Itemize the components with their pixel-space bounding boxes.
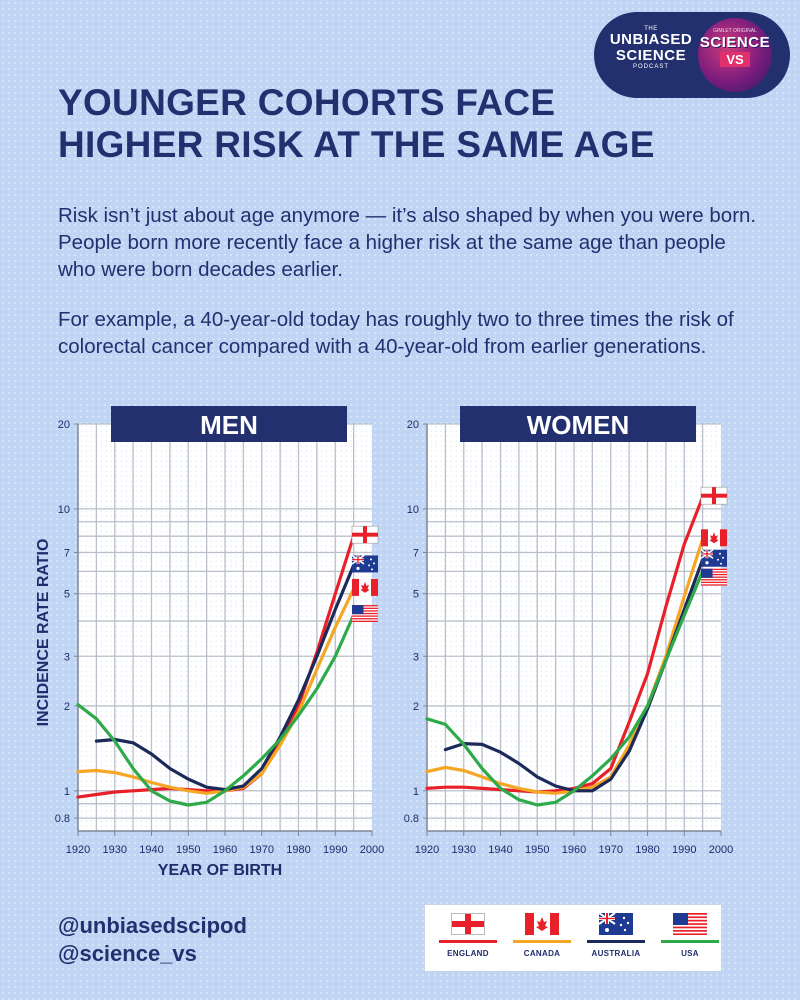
y-tick-label: 10 xyxy=(58,504,70,516)
x-tick-label: 1970 xyxy=(599,844,623,856)
y-tick-label: 20 xyxy=(407,419,419,431)
y-axis-label: INCIDENCE RATE RATIO xyxy=(35,539,52,727)
y-tick-label: 3 xyxy=(413,651,419,663)
chart-title: WOMEN xyxy=(527,410,630,440)
australia-flag-icon xyxy=(700,549,727,567)
x-tick-label: 2000 xyxy=(360,844,384,856)
x-tick-label: 1960 xyxy=(562,844,586,856)
series-line-usa xyxy=(425,569,705,807)
legend-item-australia: AUSTRALIA xyxy=(579,913,653,958)
headline: YOUNGER COHORTS FACE HIGHER RISK AT THE … xyxy=(58,82,655,166)
legend-label-canada: CANADA xyxy=(523,949,561,958)
legend-line-usa xyxy=(661,940,719,943)
x-tick-label: 1960 xyxy=(213,844,237,856)
logo-podcast-text: PODCAST xyxy=(632,64,669,70)
canada-flag-icon xyxy=(525,913,559,935)
headline-line-1: YOUNGER COHORTS FACE xyxy=(58,82,556,123)
series-line-usa xyxy=(76,613,356,807)
chart-title-banner xyxy=(111,406,347,442)
intro-paragraph: Risk isn’t just about age anymore — it’s… xyxy=(58,204,757,281)
x-tick-label: 1920 xyxy=(66,844,90,856)
y-tick-label: 2 xyxy=(64,701,70,713)
legend-label-england: ENGLAND xyxy=(447,949,489,958)
y-tick-label: 3 xyxy=(64,651,70,663)
logo-the-text: THE xyxy=(644,26,658,32)
x-tick-label: 1970 xyxy=(250,844,274,856)
x-tick-label: 1920 xyxy=(415,844,439,856)
legend-line-canada xyxy=(513,940,571,943)
y-tick-label: 1 xyxy=(64,786,70,798)
x-tick-label: 1930 xyxy=(452,844,476,856)
sciencevs-vs-text: VS xyxy=(720,52,750,67)
x-axis-label: YEAR OF BIRTH xyxy=(158,862,282,879)
unbiased-science-logo: THE UNBIASED SCIENCE PODCAST xyxy=(608,26,694,70)
sciencevs-original-text: GIMLET ORIGINAL xyxy=(713,28,757,34)
x-tick-label: 1940 xyxy=(139,844,163,856)
science-vs-logo: GIMLET ORIGINAL SCIENCE VS xyxy=(698,18,772,92)
chart-panel-women: 0.8 1 2 3 5 7 10 20 1920 1930 1940 1950 1960 1970 1980… xyxy=(404,406,733,856)
headline-line-2: HIGHER RISK AT THE SAME AGE xyxy=(58,124,655,165)
australia-flag-icon xyxy=(599,913,633,935)
chart-title: MEN xyxy=(200,410,258,440)
england-flag-icon xyxy=(451,913,485,935)
legend-line-england xyxy=(439,940,497,943)
chart-panel-men: 0.8 1 2 3 5 7 10 20 1920 1930 1940 1950 1960 1970 1980… xyxy=(35,406,384,879)
england-flag-icon xyxy=(351,525,379,544)
x-tick-label: 1930 xyxy=(103,844,127,856)
x-tick-label: 2000 xyxy=(709,844,733,856)
legend-label-usa: USA xyxy=(681,949,699,958)
legend-item-canada: CANADA xyxy=(505,913,579,958)
usa-flag-icon xyxy=(673,913,707,935)
y-tick-label: 5 xyxy=(64,589,70,601)
handle-science-vs[interactable]: @science_vs xyxy=(58,941,197,966)
example-paragraph: For example, a 40-year-old today has rou… xyxy=(58,308,734,358)
logo-science-text: SCIENCE xyxy=(615,47,687,64)
x-tick-label: 1990 xyxy=(323,844,347,856)
x-tick-label: 1980 xyxy=(635,844,659,856)
legend-item-usa: USA xyxy=(653,913,727,958)
legend-item-england: ENGLAND xyxy=(431,913,505,958)
legend-label-australia: AUSTRALIA xyxy=(591,949,641,958)
x-tick-label: 1990 xyxy=(672,844,696,856)
y-tick-label: 10 xyxy=(407,504,419,516)
y-tick-label: 5 xyxy=(413,589,419,601)
england-flag-icon xyxy=(700,486,728,505)
legend-line-australia xyxy=(587,940,645,943)
y-tick-label: 20 xyxy=(58,419,70,431)
usa-flag-icon xyxy=(701,568,727,586)
legend: ENGLAND CANADA AUSTRALIA xyxy=(424,904,722,972)
handle-unbiasedscipod[interactable]: @unbiasedscipod xyxy=(58,913,247,938)
sciencevs-science-text: SCIENCE xyxy=(699,34,771,51)
social-handles: @unbiasedscipod @science_vs xyxy=(58,912,247,968)
x-tick-label: 1980 xyxy=(286,844,310,856)
y-tick-label: 7 xyxy=(413,548,419,560)
x-tick-label: 1950 xyxy=(176,844,200,856)
x-tick-label: 1950 xyxy=(525,844,549,856)
logo-unbiased-text: UNBIASED xyxy=(609,31,693,48)
canada-flag-icon xyxy=(352,578,378,596)
y-tick-label: 0.8 xyxy=(55,813,70,825)
y-tick-label: 2 xyxy=(413,701,419,713)
y-tick-label: 0.8 xyxy=(404,813,419,825)
canada-flag-icon xyxy=(701,529,727,547)
series-line-canada xyxy=(76,587,356,795)
chart-title-banner xyxy=(460,406,696,442)
y-tick-label: 1 xyxy=(413,786,419,798)
usa-flag-icon xyxy=(352,605,378,623)
podcast-logos: THE UNBIASED SCIENCE PODCAST GIMLET ORIG… xyxy=(594,12,790,98)
y-tick-label: 7 xyxy=(64,548,70,560)
australia-flag-icon xyxy=(351,554,378,573)
x-tick-label: 1940 xyxy=(488,844,512,856)
